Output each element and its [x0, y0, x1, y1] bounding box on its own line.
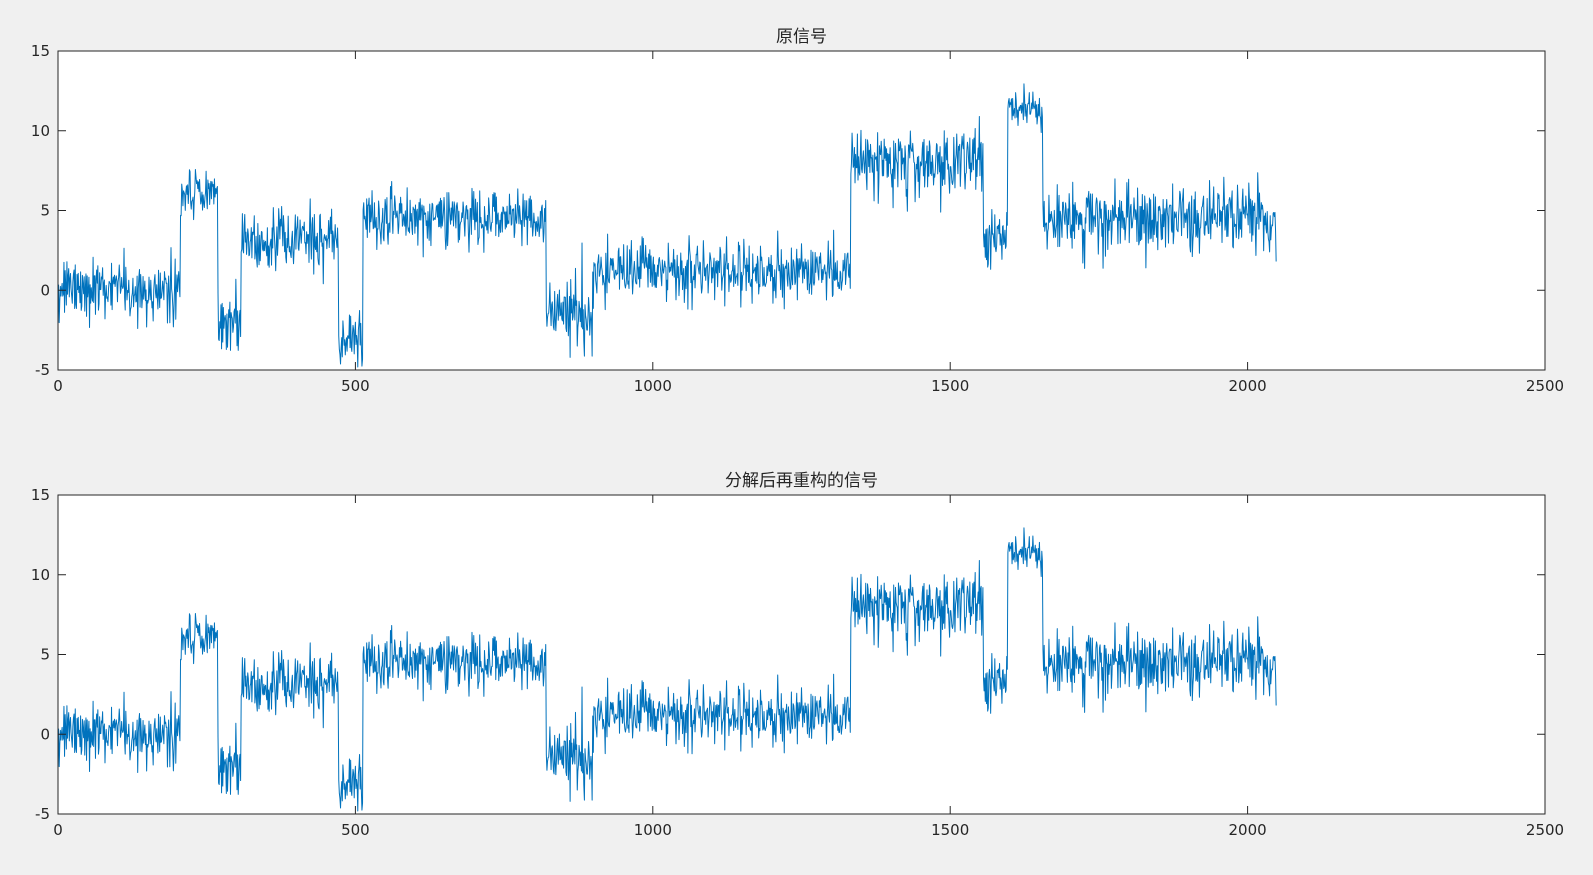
- y-tick-label: 10: [31, 122, 50, 140]
- x-tick-label: 0: [53, 377, 63, 395]
- chart-title: 分解后再重构的信号: [725, 471, 878, 491]
- x-tick-label: 500: [341, 821, 370, 839]
- x-tick-label: 500: [341, 377, 370, 395]
- y-tick-label: 15: [31, 486, 50, 504]
- plot-area: [58, 495, 1545, 814]
- axes-box: [57, 494, 1546, 815]
- x-tick-label: 1000: [634, 377, 672, 395]
- signal-line-1: [58, 527, 1277, 812]
- signal-line-1: [58, 83, 1277, 368]
- x-tick-label: 2500: [1526, 821, 1564, 839]
- y-tick-label: 0: [40, 725, 50, 743]
- x-tick-label: 1500: [931, 821, 969, 839]
- x-tick-label: 2500: [1526, 377, 1564, 395]
- x-tick-label: 1000: [634, 821, 672, 839]
- y-tick-label: -5: [35, 805, 50, 823]
- plot-area: [58, 51, 1545, 370]
- x-tick-label: 1500: [931, 377, 969, 395]
- y-tick-label: 15: [31, 42, 50, 60]
- y-tick-label: 5: [40, 646, 50, 664]
- axes-box: [57, 50, 1546, 371]
- x-tick-label: 2000: [1229, 377, 1267, 395]
- y-tick-label: 0: [40, 281, 50, 299]
- y-tick-label: 10: [31, 566, 50, 584]
- chart-title: 原信号: [776, 27, 827, 47]
- x-tick-label: 2000: [1229, 821, 1267, 839]
- x-tick-label: 0: [53, 821, 63, 839]
- y-tick-label: 5: [40, 202, 50, 220]
- y-tick-label: -5: [35, 361, 50, 379]
